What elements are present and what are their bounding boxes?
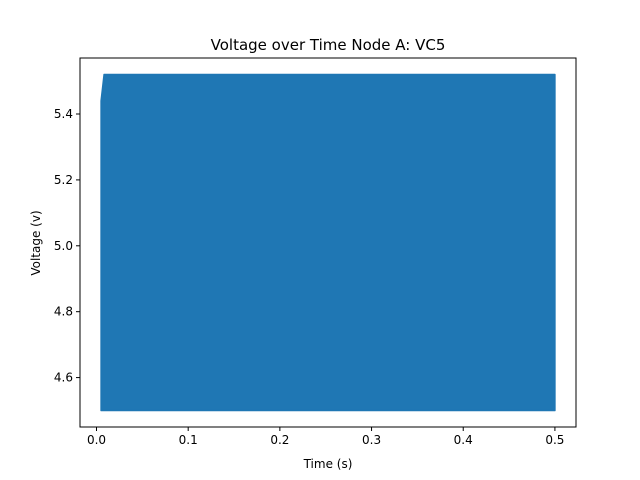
y-axis-label: Voltage (v) [29, 210, 43, 275]
x-tick-label: 0.1 [179, 433, 198, 447]
y-tick-label: 5.4 [54, 107, 73, 121]
series-line-voltage [100, 73, 556, 412]
x-tick-label: 0.0 [87, 433, 106, 447]
y-tick-label: 5.0 [54, 239, 73, 253]
x-tick-label: 0.5 [545, 433, 564, 447]
x-tick-label: 0.2 [270, 433, 289, 447]
x-axis-label: Time (s) [303, 457, 353, 471]
y-tick-label: 4.6 [54, 371, 73, 385]
axes-frame [79, 57, 577, 428]
chart-title: Voltage over Time Node A: VC5 [211, 36, 446, 54]
y-tick-label: 5.2 [54, 173, 73, 187]
y-tick-label: 4.8 [54, 305, 73, 319]
x-tick-label: 0.4 [454, 433, 473, 447]
plot-area: 0.0 0.1 0.2 0.3 0.4 0.5 4.6 4.8 5.0 5.2 5.4 [54, 57, 577, 447]
x-tick-label: 0.3 [362, 433, 381, 447]
